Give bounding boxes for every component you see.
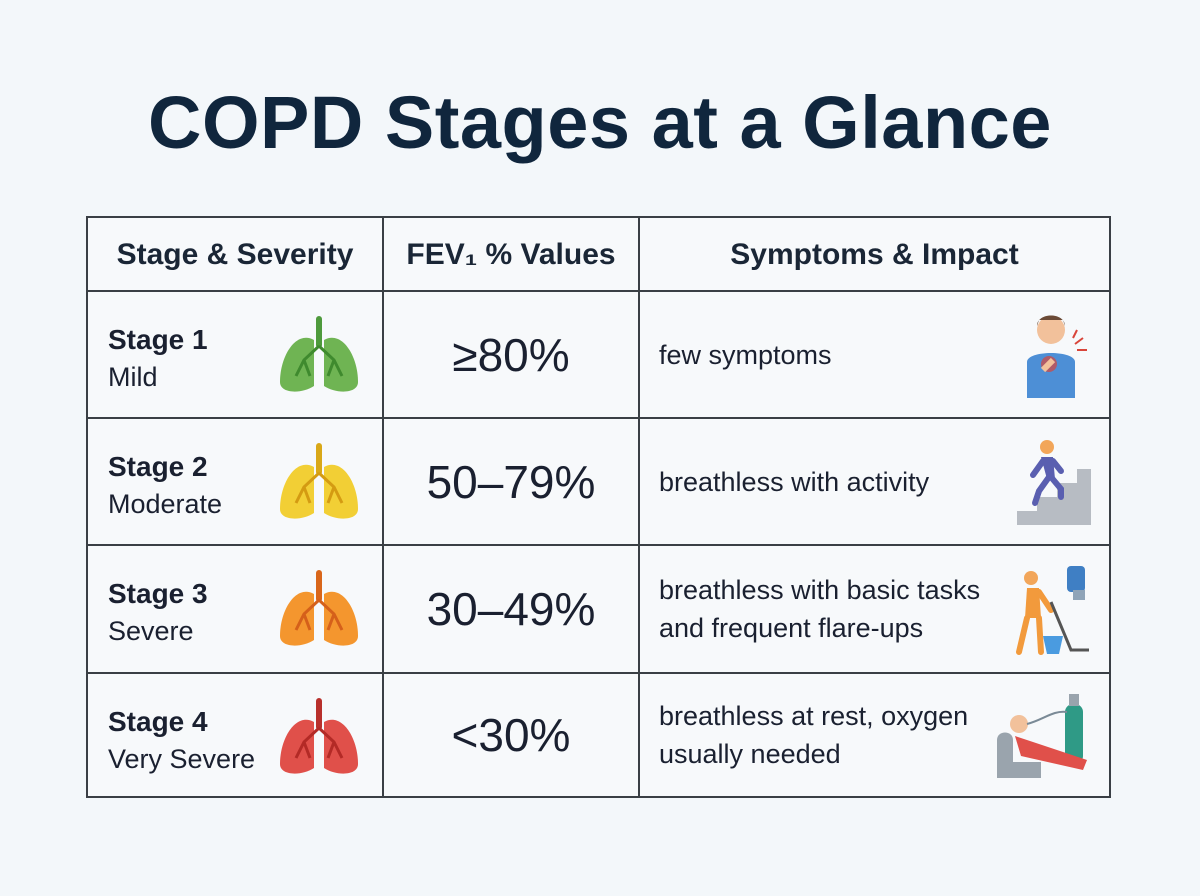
fev1-value: 30–49% [426, 583, 596, 635]
fev1-value: <30% [451, 709, 571, 761]
table-row: Stage 1 Mild ≥80% few symptoms [88, 290, 1109, 417]
lungs-icon [280, 316, 358, 392]
header-row: Stage & Severity FEV₁ % Values Symptoms … [88, 218, 1109, 292]
severity: Very Severe [108, 744, 256, 774]
title: COPD Stages at a Glance [148, 81, 1052, 164]
oxygen-icon [997, 694, 1087, 778]
stage-cell: Stage 4 Very Severe [88, 674, 382, 796]
fev1-cell: <30% [382, 674, 638, 796]
person-icon [1027, 315, 1087, 398]
lungs-icon [280, 443, 358, 519]
fev1-cell: 30–49% [382, 546, 638, 672]
table-row: Stage 2 Moderate 50–79% breathless with a… [88, 417, 1109, 544]
symptoms: breathless at rest, oxygen usually neede… [659, 701, 969, 769]
table-row: Stage 3 Severe 30–49% breathless with bas… [88, 544, 1109, 672]
stage-cell: Stage 3 Severe [88, 546, 382, 672]
cleaning-icon [1016, 566, 1089, 655]
symptoms: breathless with activity [659, 466, 930, 497]
symptoms-cell: breathless with activity [638, 419, 1109, 544]
stage: Stage 1 [108, 324, 208, 355]
symptoms-cell: breathless at rest, oxygen usually neede… [638, 674, 1109, 796]
stage: Stage 3 [108, 578, 208, 609]
stages-table: Stage & Severity FEV₁ % Values Symptoms … [86, 216, 1111, 798]
symptoms: breathless with basic tasks and frequent… [659, 575, 981, 643]
fev1-cell: 50–79% [382, 419, 638, 544]
table-row: Stage 4 Very Severe <30% breathless at re… [88, 672, 1109, 796]
symptoms-cell: few symptoms [638, 292, 1109, 417]
fev1-cell: ≥80% [382, 292, 638, 417]
column-header: FEV₁ % Values [382, 218, 638, 292]
column-header: Stage & Severity [116, 238, 354, 271]
stairs-icon [1017, 440, 1091, 525]
column-header: Symptoms & Impact [638, 218, 1109, 292]
stage: Stage 2 [108, 451, 208, 482]
severity: Mild [108, 362, 158, 392]
severity: Severe [108, 616, 194, 646]
stage: Stage 4 [108, 706, 208, 737]
symptoms: few symptoms [659, 339, 832, 370]
fev1-value: ≥80% [452, 328, 570, 381]
lungs-icon [280, 570, 358, 646]
lungs-icon [280, 698, 358, 774]
stage-cell: Stage 1 Mild [88, 292, 382, 417]
fev1-value: 50–79% [426, 455, 596, 508]
severity: Moderate [108, 489, 223, 519]
symptoms-cell: breathless with basic tasks and frequent… [638, 546, 1109, 672]
stage-cell: Stage 2 Moderate [88, 419, 382, 544]
